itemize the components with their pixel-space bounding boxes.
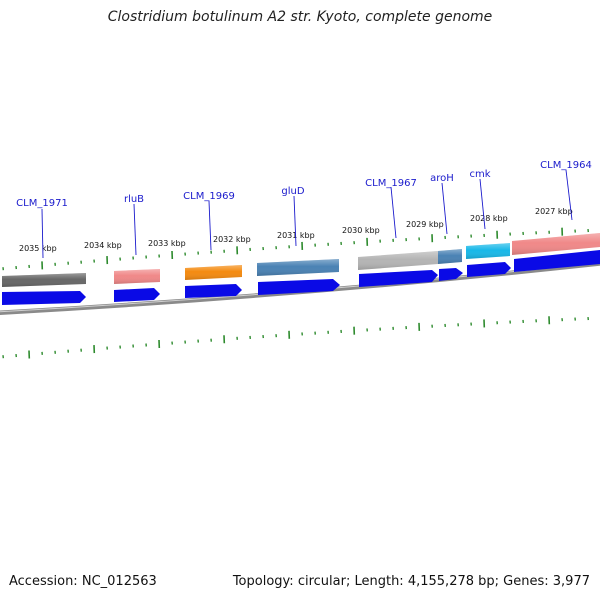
leader-line [441,182,448,235]
cds-arrow-rlub[interactable] [114,288,160,302]
gene-label-clm-1967[interactable]: CLM_1967 [365,178,417,189]
scale-label: 2028 kbp [470,214,508,223]
gene-label-rlub[interactable]: rluB [124,194,144,205]
leader-line [208,200,212,251]
leader-line [479,178,486,230]
accession-value: NC_012563 [81,574,157,589]
gene-label-aroh[interactable]: aroH [430,173,454,184]
scale-label: 2029 kbp [406,220,444,229]
map-title: Clostridium botulinum A2 str. Kyoto, com… [107,9,493,25]
genes-label: Genes: [503,574,549,589]
length-value: 4,155,278 bp [407,574,495,589]
inner-scale-ticks [2,316,589,359]
leader-line [293,195,297,247]
leader-line [565,169,573,221]
gene-label-glud[interactable]: gluD [281,186,304,197]
scale-label: 2030 kbp [342,226,380,235]
scale-label: 2035 kbp [19,244,57,253]
gene-label-cmk[interactable]: cmk [469,169,490,180]
leader-line [41,208,44,259]
gene-label-clm-1964[interactable]: CLM_1964 [540,160,592,171]
cds-arrow-cmk[interactable] [467,262,511,277]
genome-stats: Topology: circular; Length: 4,155,278 bp… [232,574,590,589]
scale-label: 2027 kbp [535,207,573,216]
cds-arrow-clm-1967[interactable] [359,270,438,287]
leader-line [390,186,397,239]
cds-arrows [2,250,600,305]
scale-label: 2033 kbp [148,239,186,248]
gene-label-clm-1971[interactable]: CLM_1971 [16,198,68,209]
length-label: Length: [354,574,404,589]
gene-labels: CLM_1971 rluB CLM_1969 gluD CLM_1967 aro… [16,160,592,209]
topology-value: circular [297,574,346,589]
cds-arrow-glud[interactable] [258,279,340,295]
label-leader-lines [41,169,573,259]
cds-arrow-aroh[interactable] [439,268,463,281]
cds-arrow-clm-1971[interactable] [2,291,86,305]
genes-value: 3,977 [552,574,590,589]
topology-label: Topology: [232,574,294,589]
cds-arrow-clm-1969[interactable] [185,284,242,298]
gene-features [2,233,600,287]
scale-label: 2032 kbp [213,235,251,244]
leader-line [133,203,137,256]
cds-arrow-clm-1964[interactable] [514,250,600,272]
accession-info: Accession: NC_012563 [9,574,157,589]
accession-label: Accession: [9,574,78,589]
outer-scale-ticks [2,227,589,271]
scale-label: 2034 kbp [84,241,122,250]
gene-label-clm-1969[interactable]: CLM_1969 [183,191,235,202]
